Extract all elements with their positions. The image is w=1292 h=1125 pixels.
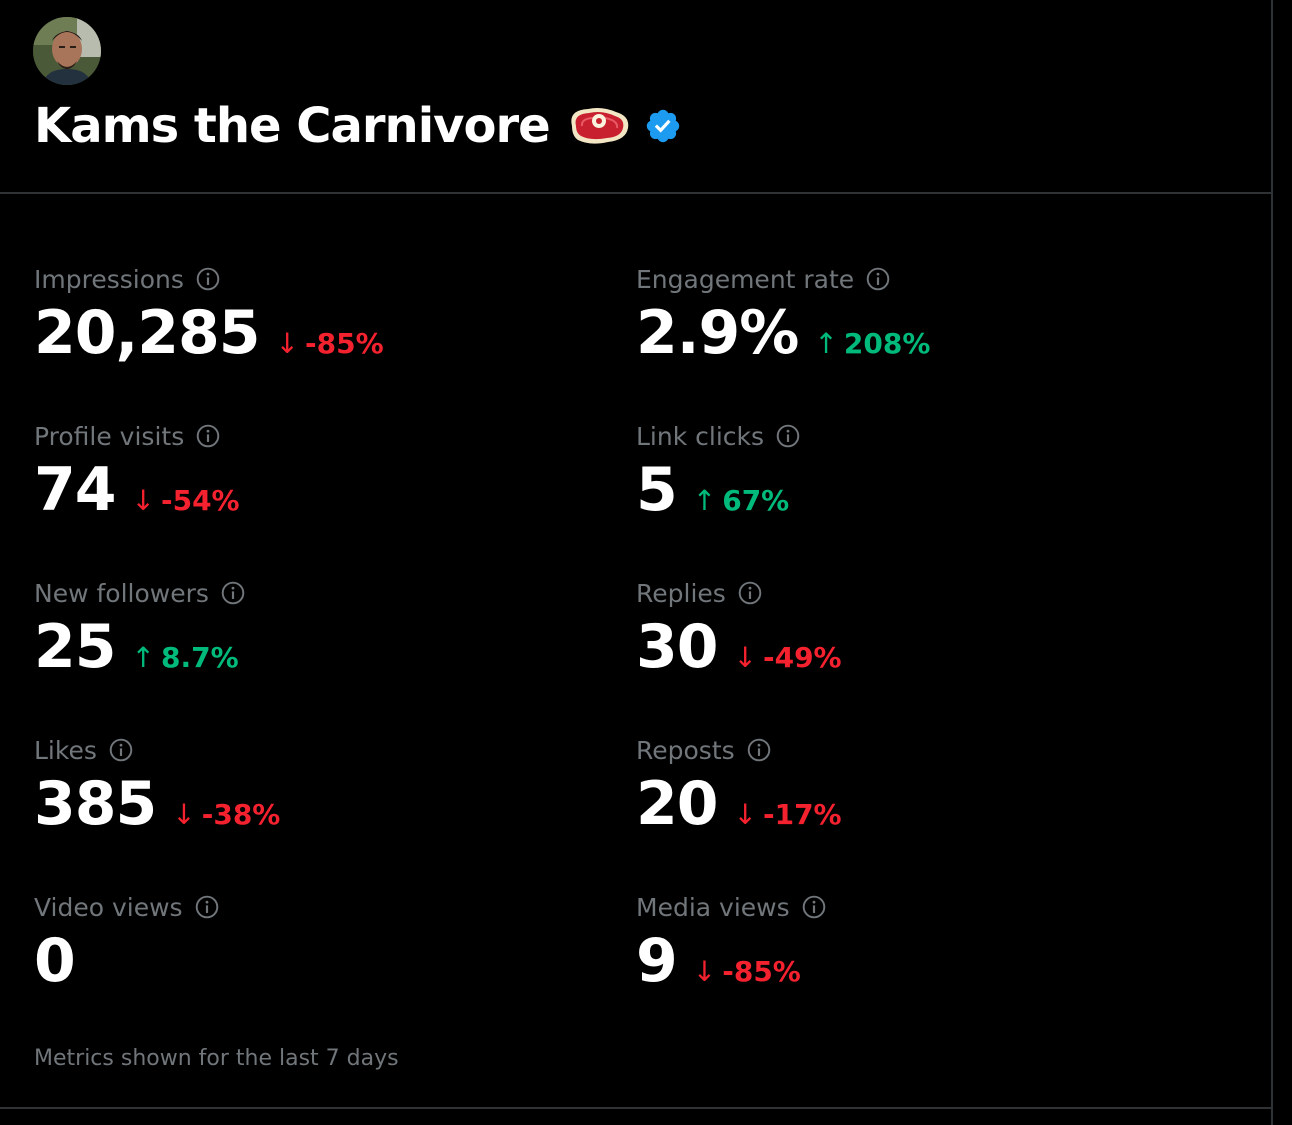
metric-reposts: Reposts 20 ↓ -17% xyxy=(636,733,1196,840)
header-divider xyxy=(0,192,1272,194)
metric-value-row: 20,285 ↓ -85% xyxy=(34,298,594,368)
panel-right-border xyxy=(1271,0,1273,1125)
metric-change: ↓ -49% xyxy=(734,641,842,674)
metric-change: ↑ 208% xyxy=(814,327,930,360)
metric-change: ↓ -17% xyxy=(734,798,842,831)
arrow-down-icon: ↓ xyxy=(733,641,757,674)
info-icon[interactable] xyxy=(220,580,246,606)
metric-value: 9 xyxy=(636,926,678,996)
metric-new-followers: New followers 25 ↑ 8.7% xyxy=(34,576,594,682)
metric-label-row: Reposts xyxy=(636,733,1196,767)
metric-change-value: -49% xyxy=(762,641,842,674)
metric-label: Engagement rate xyxy=(636,264,855,294)
metric-value-row: 2.9% ↑ 208% xyxy=(636,298,1196,368)
steak-icon xyxy=(571,108,628,144)
name-row: Kams the Carnivore xyxy=(34,94,682,158)
info-icon[interactable] xyxy=(108,737,134,763)
metric-value-row: 0 xyxy=(34,926,594,996)
metric-label-row: New followers xyxy=(34,576,594,610)
metric-change: ↓ -54% xyxy=(132,484,240,517)
metric-label: New followers xyxy=(34,578,209,608)
metric-change-value: -17% xyxy=(762,798,842,831)
arrow-down-icon: ↓ xyxy=(131,484,155,517)
metric-impressions: Impressions 20,285 ↓ -85% xyxy=(34,262,594,369)
metric-value-row: 30 ↓ -49% xyxy=(636,612,1196,682)
metric-change-value: -38% xyxy=(201,798,281,831)
metric-profile-visits: Profile visits 74 ↓ -54% xyxy=(34,419,594,526)
info-icon[interactable] xyxy=(775,423,801,449)
metric-value: 5 xyxy=(636,455,678,525)
arrow-down-icon: ↓ xyxy=(275,327,300,360)
metric-label: Video views xyxy=(34,892,183,922)
arrow-up-icon: ↑ xyxy=(131,641,155,674)
metric-label-row: Replies xyxy=(636,576,1196,610)
metric-value-row: 385 ↓ -38% xyxy=(34,769,594,839)
profile-header: Kams the Carnivore xyxy=(0,0,1272,193)
metric-media-views: Media views 9 ↓ -85% xyxy=(636,890,1196,996)
metric-label: Impressions xyxy=(34,264,184,294)
metric-value-row: 20 ↓ -17% xyxy=(636,769,1196,839)
metric-value: 0 xyxy=(34,926,76,996)
metric-likes: Likes 385 ↓ -38% xyxy=(34,733,594,840)
metric-value-row: 74 ↓ -54% xyxy=(34,455,594,525)
avatar[interactable] xyxy=(33,17,101,85)
metric-value-row: 5 ↑ 67% xyxy=(636,455,1196,525)
metric-change: ↓ -85% xyxy=(693,955,801,988)
metric-value: 2.9% xyxy=(636,298,799,368)
metric-value: 74 xyxy=(34,455,116,525)
metric-label-row: Profile visits xyxy=(34,419,594,453)
arrow-up-icon: ↑ xyxy=(692,484,717,517)
display-name[interactable]: Kams the Carnivore xyxy=(34,98,551,154)
metric-video-views: Video views 0 xyxy=(34,890,594,996)
arrow-down-icon: ↓ xyxy=(172,798,196,831)
info-icon[interactable] xyxy=(737,580,763,606)
arrow-down-icon: ↓ xyxy=(733,798,757,831)
metric-value: 25 xyxy=(34,612,116,682)
metric-label: Likes xyxy=(34,735,97,765)
info-icon[interactable] xyxy=(865,266,891,292)
metric-change: ↑ 8.7% xyxy=(132,641,239,674)
metric-label: Link clicks xyxy=(636,421,765,451)
metric-change-value: 8.7% xyxy=(160,641,239,674)
metric-label: Media views xyxy=(636,892,790,922)
metric-change-value: 67% xyxy=(722,484,790,517)
avatar-image xyxy=(33,17,101,85)
metric-replies: Replies 30 ↓ -49% xyxy=(636,576,1196,683)
metrics-period-note: Metrics shown for the last 7 days xyxy=(34,1046,399,1071)
metric-value-row: 9 ↓ -85% xyxy=(636,926,1196,996)
metric-value-row: 25 ↑ 8.7% xyxy=(34,612,594,682)
info-icon[interactable] xyxy=(195,266,221,292)
metric-label-row: Impressions xyxy=(34,262,594,296)
metric-change-value: -54% xyxy=(160,484,240,517)
metric-change: ↓ -85% xyxy=(276,327,384,360)
metric-change-value: -85% xyxy=(305,327,384,360)
metric-change: ↓ -38% xyxy=(172,798,280,831)
metric-change-value: 208% xyxy=(843,327,931,360)
info-icon[interactable] xyxy=(194,894,220,920)
metric-label: Replies xyxy=(636,578,726,608)
metric-change: ↑ 67% xyxy=(693,484,790,517)
info-icon[interactable] xyxy=(195,423,221,449)
footer-divider xyxy=(0,1107,1272,1109)
metric-label-row: Likes xyxy=(34,733,594,767)
metric-label-row: Link clicks xyxy=(636,419,1196,453)
metric-link-clicks: Link clicks 5 ↑ 67% xyxy=(636,419,1196,525)
verified-badge-icon[interactable] xyxy=(644,107,682,145)
metric-label-row: Video views xyxy=(34,890,594,924)
metric-label-row: Engagement rate xyxy=(636,262,1196,296)
metric-engagement-rate: Engagement rate 2.9% ↑ 208% xyxy=(636,262,1196,369)
metric-value: 20 xyxy=(636,769,718,839)
metric-label-row: Media views xyxy=(636,890,1196,924)
metric-change-value: -85% xyxy=(722,955,801,988)
metric-value: 20,285 xyxy=(34,298,261,368)
metric-value: 385 xyxy=(34,769,157,839)
metric-value: 30 xyxy=(636,612,718,682)
arrow-down-icon: ↓ xyxy=(692,955,717,988)
arrow-up-icon: ↑ xyxy=(814,327,838,360)
metric-label: Profile visits xyxy=(34,421,185,451)
info-icon[interactable] xyxy=(801,894,827,920)
metric-label: Reposts xyxy=(636,735,735,765)
info-icon[interactable] xyxy=(746,737,772,763)
